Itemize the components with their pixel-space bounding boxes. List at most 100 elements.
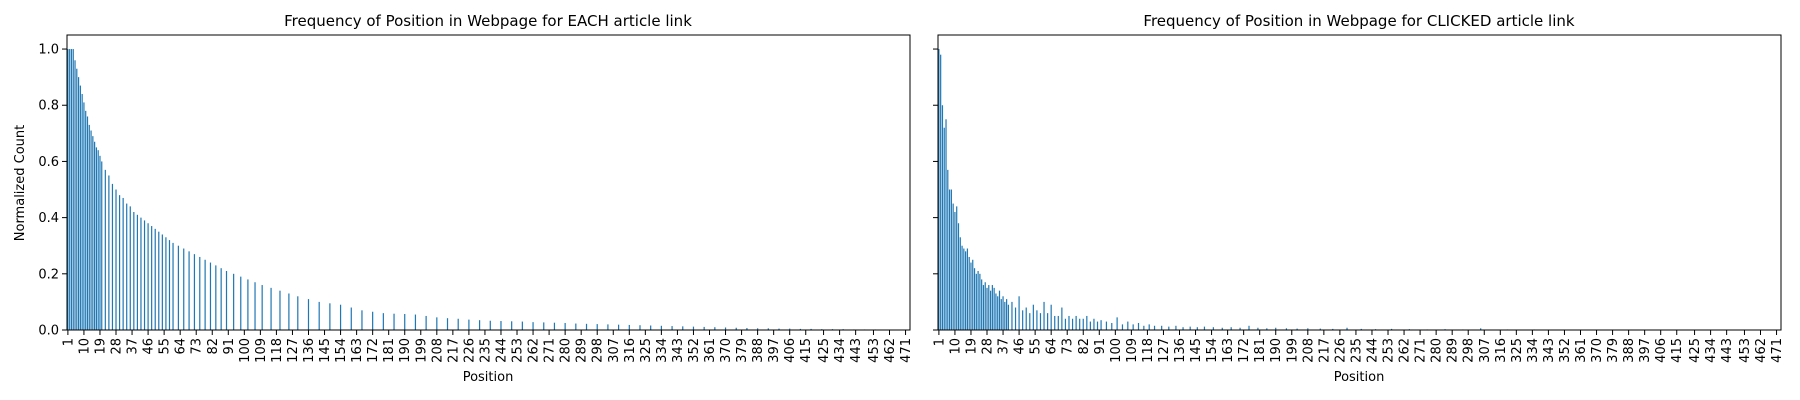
x-tick-label: 37	[126, 338, 141, 355]
bar	[986, 287, 988, 330]
x-tick-label: 163	[350, 338, 365, 363]
bar	[74, 60, 76, 330]
x-tick-label: 181	[382, 338, 397, 363]
bar	[143, 220, 146, 330]
bar	[1285, 328, 1288, 330]
x-tick-label: 397	[1638, 338, 1653, 363]
bar	[947, 169, 949, 330]
chart-title: Frequency of Position in Webpage for CLI…	[1143, 12, 1574, 30]
bar	[1360, 328, 1362, 330]
bar	[810, 328, 812, 330]
bar	[1011, 301, 1013, 330]
bar	[101, 161, 103, 330]
bar	[1168, 326, 1170, 330]
bar	[1057, 315, 1059, 330]
x-tick-label: 190	[398, 338, 413, 363]
y-axis-ticks: 0.0 0.2 0.4 0.6 0.8 1.0	[38, 43, 67, 339]
x-tick-label: 208	[430, 338, 445, 363]
bar	[1196, 327, 1198, 330]
bar	[973, 268, 976, 330]
bar	[307, 299, 310, 330]
bar	[92, 136, 94, 330]
bar	[521, 321, 523, 330]
x-tick-label: 425	[817, 338, 832, 363]
x-tick-label: 425	[1688, 338, 1703, 363]
x-tick-label: 271	[1414, 338, 1429, 363]
x-tick-label: 352	[687, 338, 702, 363]
x-tick-label: 352	[1558, 338, 1573, 363]
x-tick-label: 289	[575, 338, 590, 363]
bar	[972, 259, 974, 330]
bar	[989, 290, 992, 330]
axes-frame	[937, 34, 1782, 331]
x-tick-label: 10	[948, 338, 963, 355]
x-tick-label: 370	[1590, 338, 1605, 363]
x-tick-label: 361	[1574, 338, 1589, 363]
bar	[161, 234, 163, 330]
bar	[339, 304, 342, 330]
bar	[95, 147, 98, 330]
bar	[1239, 327, 1241, 330]
bar	[1332, 328, 1334, 330]
x-tick-label: 280	[559, 338, 574, 363]
x-tick-label: 235	[1349, 338, 1364, 363]
bar	[1230, 327, 1232, 330]
bar	[1004, 301, 1006, 330]
bar	[193, 254, 196, 330]
bar	[945, 119, 947, 330]
x-tick-label: 154	[1205, 338, 1220, 363]
bar	[108, 175, 110, 330]
bar	[767, 328, 769, 330]
bar	[1132, 324, 1134, 330]
x-tick-label: 118	[1141, 338, 1156, 363]
bar	[94, 141, 96, 330]
bar	[1025, 307, 1027, 330]
bar	[168, 240, 171, 330]
x-tick-label: 379	[735, 338, 750, 363]
bar	[532, 322, 534, 330]
chart-clicked-article-link: Frequency of Position in Webpage for CLI…	[932, 12, 1785, 385]
x-tick-label: 100	[1109, 338, 1124, 363]
x-tick-label: 453	[867, 338, 882, 363]
y-axis-ticks	[933, 48, 938, 331]
bar	[735, 327, 737, 330]
bar	[1266, 328, 1268, 330]
bar	[129, 206, 131, 330]
x-tick-label: 343	[671, 338, 686, 363]
bar	[1257, 327, 1259, 330]
bar	[948, 189, 951, 330]
bar	[778, 328, 780, 330]
bar	[1029, 313, 1031, 330]
x-tick-label: 298	[1462, 338, 1477, 363]
x-tick-label: 226	[1333, 338, 1348, 363]
bar	[938, 49, 940, 331]
bar	[204, 259, 206, 330]
bar	[122, 197, 124, 330]
x-tick-label: 1	[61, 338, 76, 346]
bar	[297, 296, 299, 330]
bar	[959, 237, 961, 330]
bar	[724, 327, 727, 330]
x-tick-label: 307	[1478, 338, 1493, 363]
bar	[67, 49, 69, 331]
bar	[1296, 328, 1298, 330]
x-tick-label: 37	[997, 338, 1012, 355]
bar	[714, 327, 716, 330]
bar	[966, 248, 969, 330]
bar	[1137, 322, 1140, 330]
bar	[1221, 327, 1223, 330]
bar	[940, 54, 942, 331]
bar	[1050, 304, 1052, 330]
bar	[1100, 320, 1102, 330]
bar	[511, 321, 513, 330]
bar	[607, 324, 609, 330]
x-tick-label: 307	[607, 338, 622, 363]
x-tick-label: 181	[1253, 338, 1268, 363]
bar	[188, 251, 190, 330]
bar	[270, 287, 272, 330]
bar	[1127, 321, 1129, 330]
x-tick-label: 434	[833, 338, 848, 363]
bar	[982, 285, 985, 330]
bar	[1079, 318, 1081, 330]
